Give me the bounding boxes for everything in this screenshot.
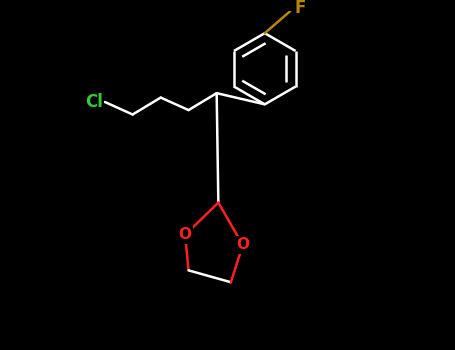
Text: F: F [294,0,306,18]
Text: Cl: Cl [85,93,103,111]
Text: O: O [236,237,249,252]
Text: O: O [179,227,192,242]
